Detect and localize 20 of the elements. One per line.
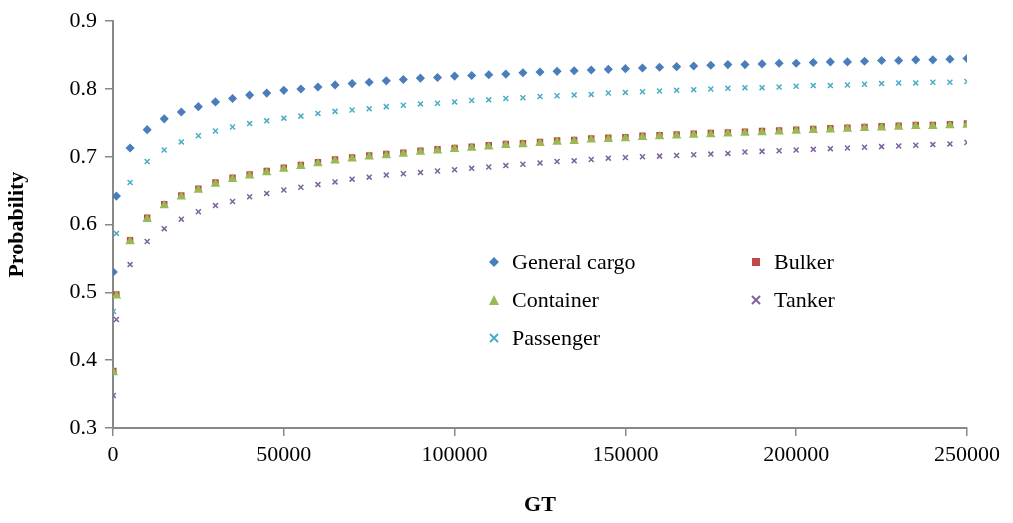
x-tick-label: 100000	[421, 440, 488, 466]
legend-label: Passenger	[512, 325, 600, 351]
y-tick-label: 0.6	[69, 210, 97, 236]
x-tick-label: 50000	[256, 440, 312, 466]
x-axis-title: GT	[524, 491, 557, 517]
x-tick-label: 150000	[592, 440, 659, 466]
y-tick-label: 0.8	[69, 74, 97, 100]
y-axis-title: Probability	[2, 171, 28, 278]
legend-label: Tanker	[774, 287, 835, 313]
legend-label: Bulker	[774, 249, 834, 275]
x-tick-label: 0	[107, 440, 119, 466]
y-tick-label: 0.3	[69, 413, 97, 439]
legend-label: Container	[512, 287, 599, 313]
y-tick-label: 0.5	[69, 278, 97, 304]
x-tick-label: 250000	[934, 440, 1000, 466]
y-tick-label: 0.7	[69, 142, 97, 168]
y-tick-label: 0.9	[69, 6, 97, 32]
legend-label: General cargo	[512, 249, 636, 275]
x-tick-label: 200000	[763, 440, 830, 466]
y-tick-label: 0.4	[69, 345, 97, 371]
